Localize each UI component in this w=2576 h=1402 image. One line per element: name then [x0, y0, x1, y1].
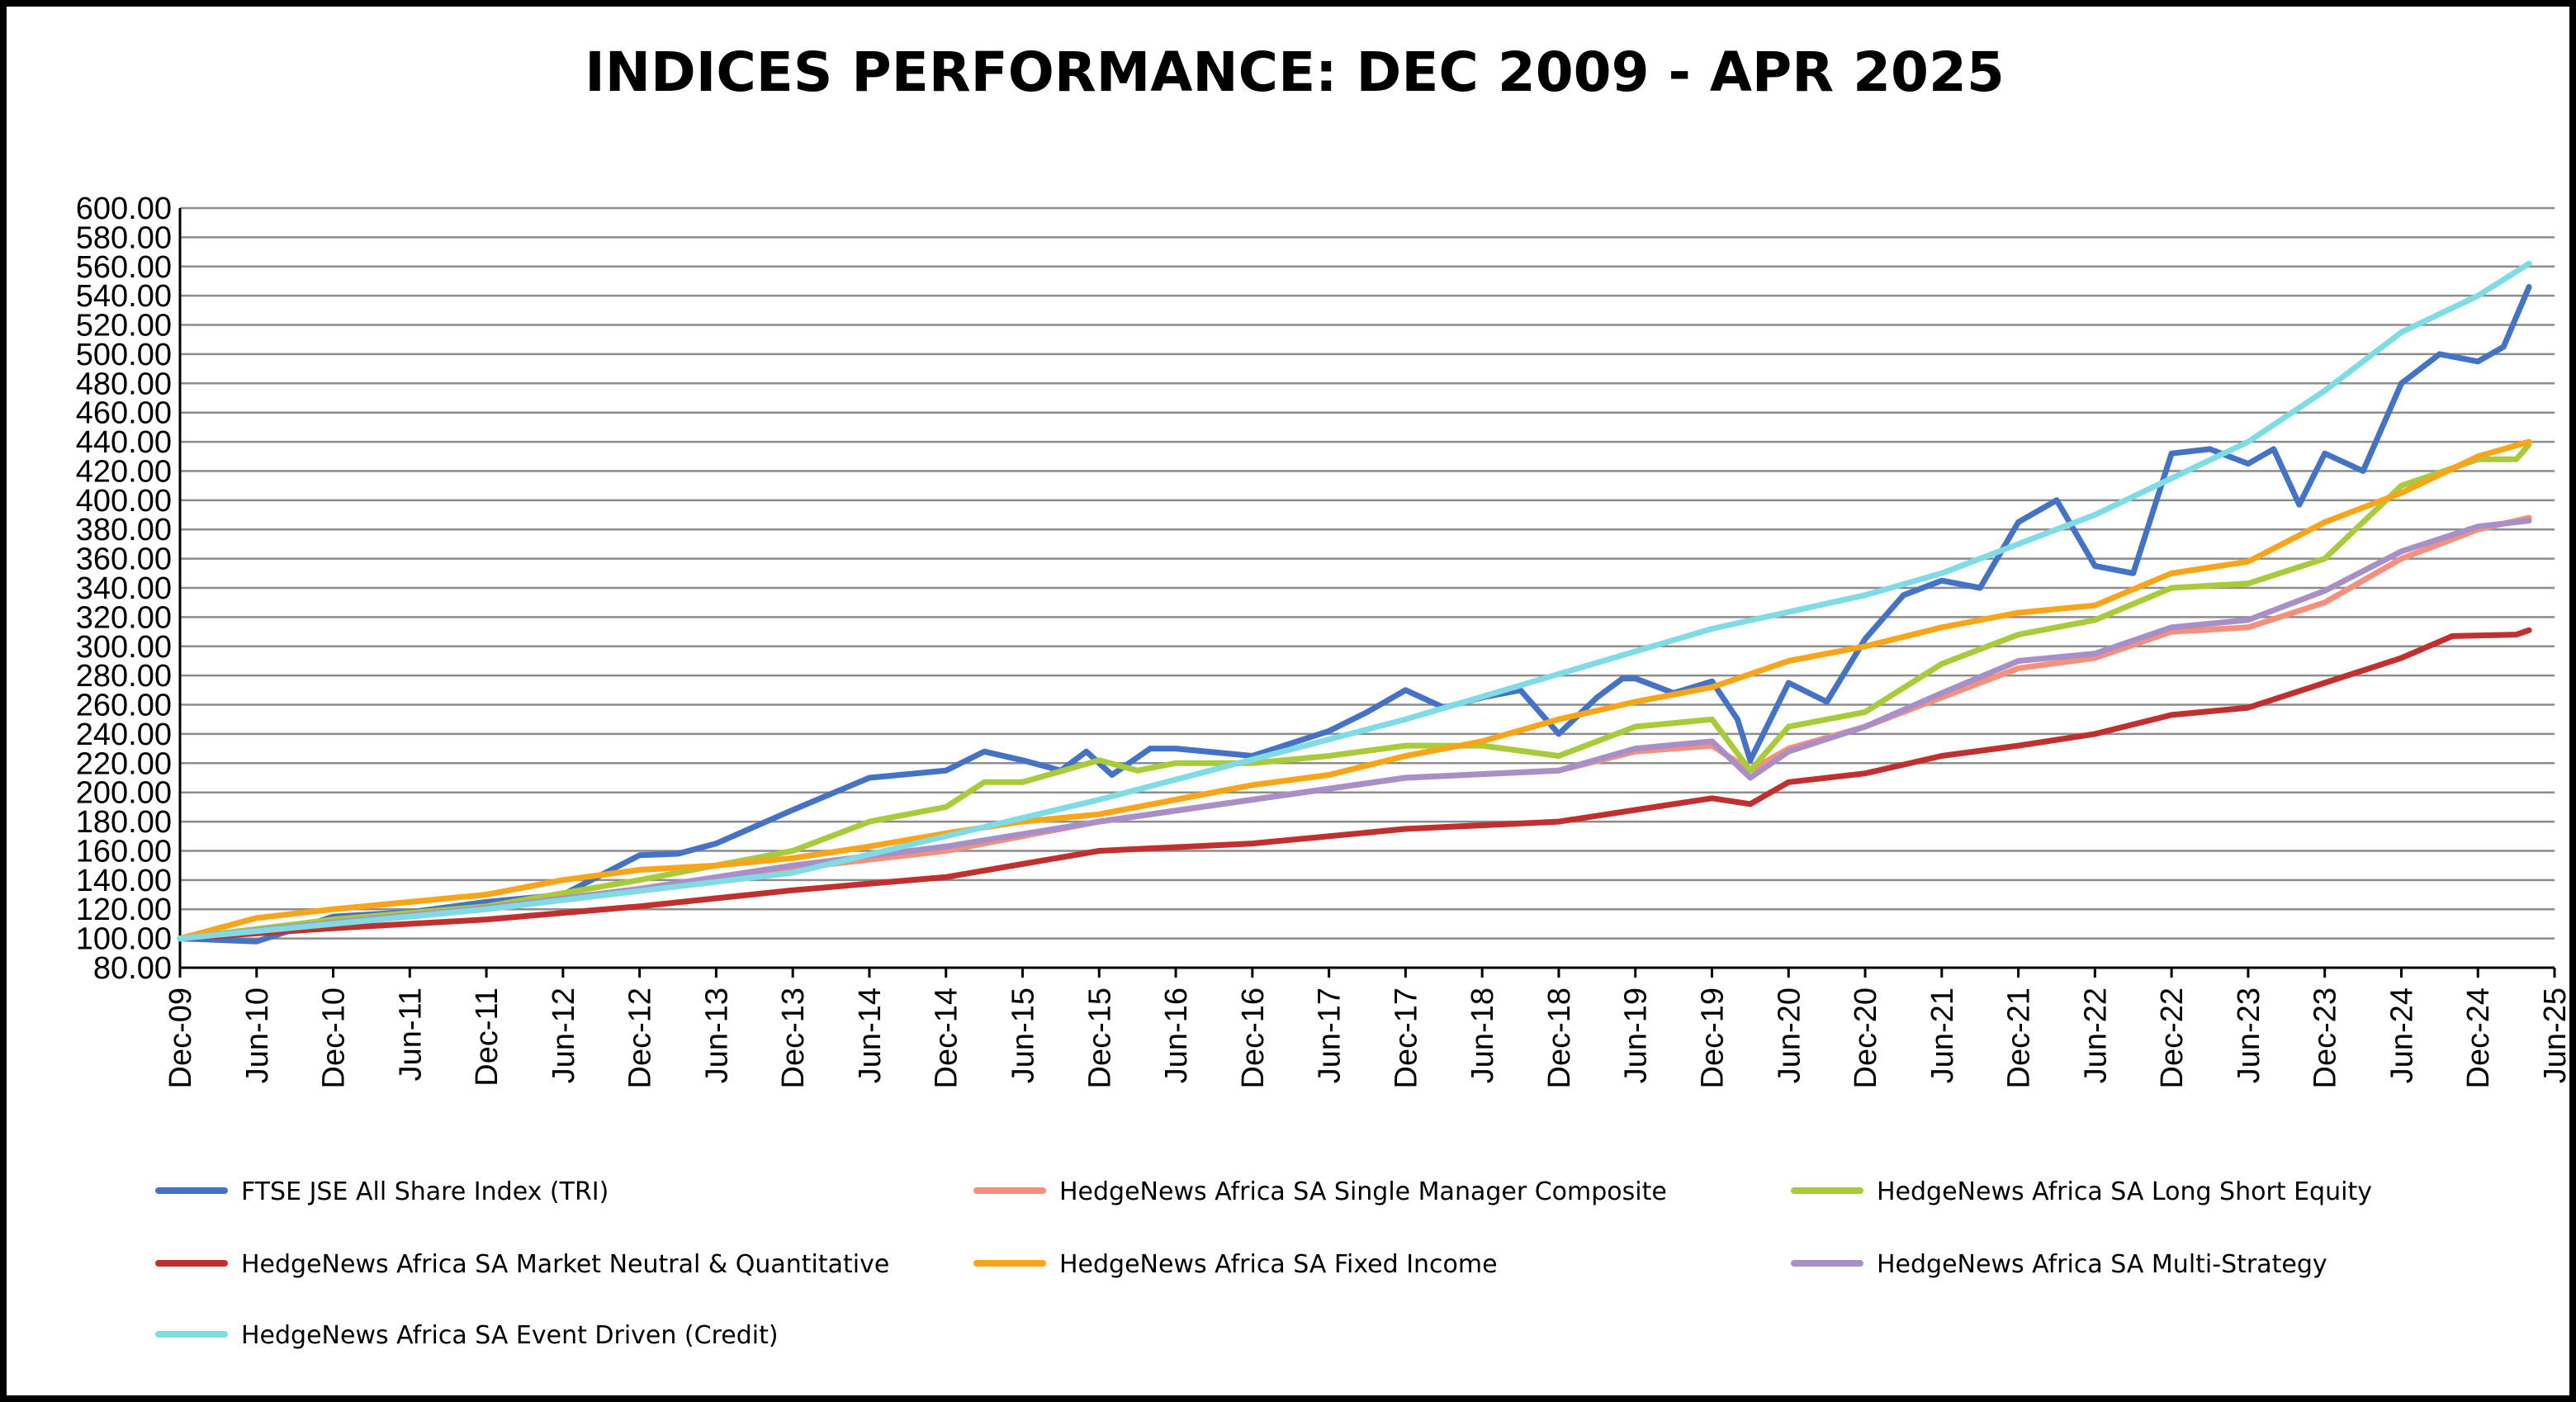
legend-label: HedgeNews Africa SA Event Driven (Credit…: [241, 1321, 779, 1350]
x-tick-label: Dec-23: [2308, 988, 2343, 1089]
legend-item: HedgeNews Africa SA Single Manager Compo…: [973, 1177, 1667, 1206]
series-line-0: [177, 284, 2532, 945]
legend-item: HedgeNews Africa SA Fixed Income: [973, 1250, 1498, 1279]
x-tick-label: Dec-19: [1695, 988, 1730, 1089]
x-tick-label: Jun-12: [547, 988, 581, 1083]
x-tick-label: Dec-24: [2461, 988, 2496, 1089]
x-tick-label: Dec-11: [470, 988, 504, 1087]
x-tick-label: Jun-19: [1619, 988, 1654, 1083]
x-tick-label: Jun-23: [2232, 988, 2266, 1083]
chart-title: INDICES PERFORMANCE: DEC 2009 - APR 2025: [585, 40, 2005, 104]
y-tick-label: 360.00: [76, 542, 172, 577]
y-tick-label: 520.00: [76, 309, 172, 343]
x-tick-label: Jun-13: [699, 988, 734, 1083]
y-tick-label: 560.00: [76, 250, 172, 285]
series-line-5: [177, 518, 2532, 942]
y-tick-label: 400.00: [76, 484, 172, 519]
x-tick-label: Jun-17: [1313, 988, 1347, 1083]
x-tick-label: Jun-22: [2078, 988, 2113, 1083]
y-tick-label: 240.00: [76, 718, 172, 752]
y-tick-label: 460.00: [76, 396, 172, 431]
legend-item: HedgeNews Africa SA Long Short Equity: [1791, 1177, 2372, 1206]
axes: 80.00100.00120.00140.00160.00180.00200.0…: [76, 192, 2573, 1089]
legend-item: FTSE JSE All Share Index (TRI): [155, 1177, 608, 1206]
x-tick-label: Jun-11: [393, 988, 428, 1081]
y-tick-label: 340.00: [76, 571, 172, 606]
y-tick-label: 480.00: [76, 367, 172, 401]
legend-label: FTSE JSE All Share Index (TRI): [241, 1177, 608, 1206]
x-tick-label: Dec-14: [930, 988, 964, 1089]
y-tick-label: 500.00: [76, 338, 172, 372]
y-tick-label: 140.00: [76, 864, 172, 898]
y-tick-label: 180.00: [76, 805, 172, 840]
y-tick-label: 380.00: [76, 513, 172, 547]
x-tick-label: Jun-18: [1466, 988, 1500, 1083]
legend-label: HedgeNews Africa SA Long Short Equity: [1877, 1177, 2372, 1206]
y-tick-label: 280.00: [76, 659, 172, 694]
series-line-3: [177, 627, 2532, 942]
y-tick-label: 200.00: [76, 776, 172, 811]
y-tick-label: 100.00: [76, 922, 172, 957]
legend-item: HedgeNews Africa SA Event Driven (Credit…: [155, 1321, 779, 1350]
y-tick-label: 120.00: [76, 893, 172, 927]
x-tick-label: Dec-09: [163, 988, 198, 1089]
x-tick-label: Dec-21: [2002, 988, 2037, 1089]
y-tick-label: 300.00: [76, 630, 172, 665]
x-tick-label: Jun-21: [1925, 988, 1960, 1083]
series-line-4: [177, 438, 2532, 942]
series-line-6: [177, 260, 2532, 942]
y-tick-label: 260.00: [76, 689, 172, 723]
y-tick-label: 320.00: [76, 600, 172, 635]
y-tick-label: 220.00: [76, 746, 172, 781]
legend-label: HedgeNews Africa SA Market Neutral & Qua…: [241, 1250, 889, 1279]
x-tick-label: Jun-25: [2538, 988, 2573, 1083]
x-tick-label: Dec-10: [317, 988, 352, 1089]
x-tick-label: Dec-17: [1389, 988, 1423, 1089]
legend-label: HedgeNews Africa SA Multi-Strategy: [1877, 1250, 2327, 1279]
x-tick-label: Jun-10: [240, 988, 275, 1083]
x-tick-label: Dec-18: [1542, 988, 1577, 1089]
x-tick-label: Dec-13: [776, 988, 811, 1089]
x-tick-label: Dec-12: [623, 988, 658, 1089]
y-tick-label: 80.00: [93, 951, 172, 986]
y-tick-label: 580.00: [76, 220, 172, 255]
x-tick-label: Jun-16: [1159, 988, 1194, 1083]
legend-label: HedgeNews Africa SA Single Manager Compo…: [1059, 1177, 1667, 1206]
x-tick-label: Dec-15: [1082, 988, 1117, 1089]
y-tick-label: 160.00: [76, 834, 172, 869]
y-tick-label: 440.00: [76, 425, 172, 460]
series-line-2: [177, 442, 2532, 942]
x-tick-label: Jun-24: [2384, 988, 2419, 1083]
x-tick-label: Dec-22: [2155, 988, 2190, 1089]
x-tick-label: Jun-14: [853, 988, 888, 1083]
y-tick-label: 420.00: [76, 454, 172, 489]
series-lines: [177, 260, 2532, 945]
legend: FTSE JSE All Share Index (TRI) HedgeNews …: [155, 1177, 2372, 1350]
legend-item: HedgeNews Africa SA Multi-Strategy: [1791, 1250, 2327, 1279]
legend-item: HedgeNews Africa SA Market Neutral & Qua…: [155, 1250, 889, 1279]
x-tick-label: Dec-16: [1236, 988, 1271, 1089]
x-tick-label: Jun-20: [1772, 988, 1807, 1083]
y-tick-label: 600.00: [76, 192, 172, 226]
legend-label: HedgeNews Africa SA Fixed Income: [1059, 1250, 1498, 1279]
x-tick-label: Jun-15: [1006, 988, 1041, 1083]
y-tick-label: 540.00: [76, 279, 172, 314]
x-tick-label: Dec-20: [1849, 988, 1883, 1089]
